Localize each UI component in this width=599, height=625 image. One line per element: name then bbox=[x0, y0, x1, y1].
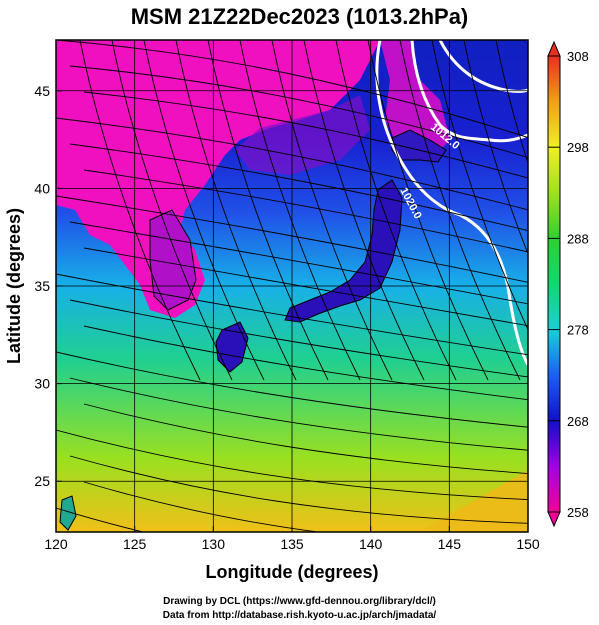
streamline bbox=[69, 143, 528, 232]
cold-sea-region bbox=[235, 95, 370, 175]
streamline bbox=[431, 40, 528, 331]
streamline bbox=[239, 40, 361, 381]
x-tick-label: 130 bbox=[202, 536, 226, 552]
y-tick-label: 40 bbox=[34, 180, 50, 196]
japan-kyushu bbox=[215, 321, 249, 373]
colorbar-ticks: 308 298 288 278 268 258 bbox=[548, 49, 589, 520]
colorbar-tick-label: 298 bbox=[567, 140, 589, 155]
streamline bbox=[271, 40, 393, 381]
x-axis-ticks: 120 125 130 135 140 145 150 bbox=[44, 526, 540, 552]
streamline bbox=[56, 507, 145, 532]
streamline bbox=[495, 40, 528, 165]
japan-honshu bbox=[284, 179, 403, 323]
x-tick-label: 125 bbox=[123, 536, 147, 552]
japan-hokkaido bbox=[391, 129, 447, 163]
y-axis-ticks: 25 30 35 40 45 bbox=[34, 83, 62, 489]
streamline bbox=[303, 40, 425, 381]
x-tick-label: 120 bbox=[44, 536, 68, 552]
chart-title: MSM 21Z22Dec2023 (1013.2hPa) bbox=[130, 4, 469, 29]
x-tick-label: 140 bbox=[359, 536, 383, 552]
streamline bbox=[79, 40, 201, 381]
streamline bbox=[69, 221, 528, 305]
streamline bbox=[399, 40, 521, 381]
y-tick-label: 30 bbox=[34, 376, 50, 392]
colorbar-bottom-arrow bbox=[547, 511, 561, 528]
hokkaido-cold-region bbox=[380, 40, 450, 160]
grid-lines bbox=[56, 40, 528, 532]
streamline bbox=[367, 40, 489, 381]
warm-region bbox=[420, 470, 528, 532]
streamline bbox=[463, 40, 528, 256]
isobar-1020-east bbox=[438, 40, 528, 93]
x-tick-label: 145 bbox=[438, 536, 462, 552]
isobar-1012 bbox=[410, 40, 528, 143]
streamline bbox=[207, 40, 329, 381]
x-tick-label: 135 bbox=[280, 536, 304, 552]
streamline bbox=[111, 40, 233, 381]
colorbar-tick-label: 288 bbox=[567, 231, 589, 246]
continent-cold-region bbox=[56, 40, 380, 318]
streamline bbox=[69, 65, 528, 158]
streamline bbox=[143, 40, 265, 381]
colorbar-tick-label: 258 bbox=[567, 505, 589, 520]
streamline bbox=[69, 455, 528, 524]
wind-streamlines bbox=[56, 40, 528, 532]
colorbar-tick-label: 268 bbox=[567, 414, 589, 429]
colorbar-top-arrow bbox=[547, 40, 561, 57]
streamline bbox=[335, 40, 457, 381]
y-tick-label: 25 bbox=[34, 473, 50, 489]
credit-line-2: Data from http://database.rish.kyoto-u.a… bbox=[162, 610, 437, 621]
x-tick-label: 150 bbox=[516, 536, 540, 552]
y-tick-label: 45 bbox=[34, 83, 50, 99]
credit-line-1: Drawing by DCL (https://www.gfd-dennou.o… bbox=[163, 596, 436, 607]
taiwan bbox=[59, 495, 77, 531]
colorbar-tick-label: 278 bbox=[567, 323, 589, 338]
x-axis-label: Longitude (degrees) bbox=[205, 562, 378, 582]
streamline bbox=[175, 40, 297, 381]
streamline bbox=[69, 377, 528, 451]
y-axis-label: Latitude (degrees) bbox=[4, 208, 24, 364]
colorbar bbox=[547, 55, 561, 513]
y-tick-label: 35 bbox=[34, 278, 50, 294]
colorbar-tick-label: 308 bbox=[567, 49, 589, 64]
streamline bbox=[69, 299, 528, 378]
